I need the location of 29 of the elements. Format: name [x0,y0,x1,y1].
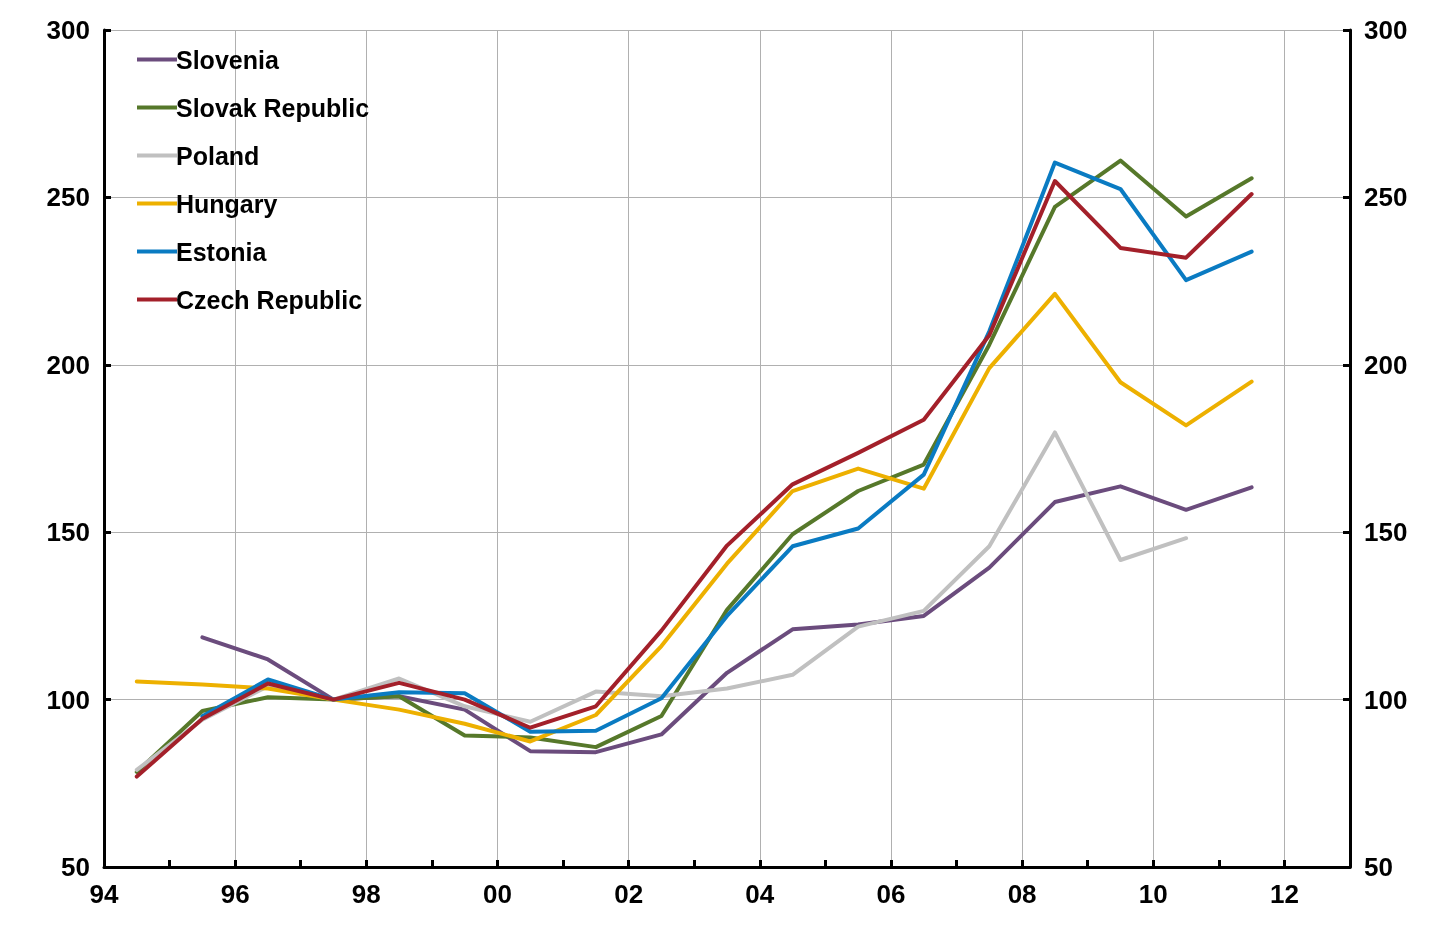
legend-label: Poland [176,141,260,170]
y2-tick-label: 250 [1364,182,1408,213]
x-tick-label: 06 [876,879,906,909]
x-tick-label: 98 [351,879,381,909]
y2-tick-label: 50 [1364,852,1393,882]
x-tick-label: 02 [614,879,644,909]
y-tick-label: 150 [46,517,90,548]
legend-label: Slovenia [176,45,280,74]
x-tick-label: 04 [745,879,775,909]
y2-tick-label: 200 [1364,349,1408,380]
line-series [134,291,1254,744]
y2-tick-label: 100 [1364,684,1408,715]
x-tick-label: 94 [89,879,119,909]
legend-label: Czech Republic [176,285,363,314]
y2-tick-label: 150 [1364,517,1408,548]
x-tick-label: 96 [220,879,250,909]
y-tick-label: 50 [61,852,90,882]
x-tick-label: 00 [483,879,512,909]
legend-label: Hungary [176,189,278,218]
y-tick-label: 300 [46,15,90,45]
y2-tick-label: 300 [1364,15,1408,45]
x-tick-label: 10 [1138,879,1168,909]
x-tick-label: 08 [1007,879,1037,909]
legend-label: Slovak Republic [176,93,370,122]
y-tick-label: 200 [46,349,90,380]
y-tick-label: 250 [46,182,90,213]
x-tick-label: 12 [1269,879,1299,909]
y-tick-label: 100 [46,684,90,715]
legend-label: Estonia [176,237,268,266]
